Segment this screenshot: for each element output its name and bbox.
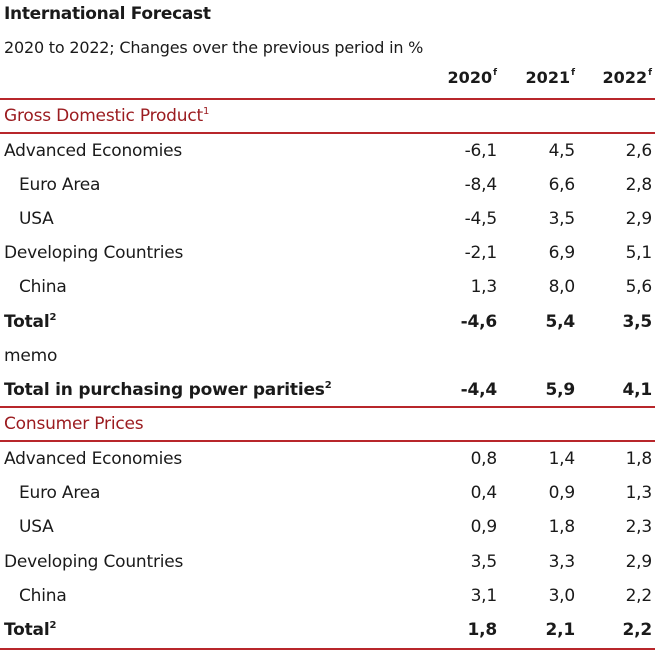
row-label: Total in purchasing power parities2	[4, 380, 332, 400]
row-label: Developing Countries	[4, 243, 184, 263]
value-2022: 2,2	[625, 586, 653, 606]
table-row-total: Total2 1,8 2,1 2,2	[0, 615, 655, 649]
value-2020: -6,1	[464, 141, 498, 161]
row-label: memo	[4, 346, 58, 366]
table-row: USA 0,9 1,8 2,3	[0, 512, 655, 546]
value-2021: 1,4	[548, 449, 576, 469]
value-2020: 0,4	[470, 483, 498, 503]
row-label: Total2	[4, 620, 57, 640]
row-label: Euro Area	[19, 483, 101, 503]
row-label: Advanced Economies	[4, 141, 183, 161]
value-2020: -2,1	[464, 243, 498, 263]
value-2021: 4,5	[548, 141, 576, 161]
value-2021: 5,4	[545, 312, 575, 332]
table-row: Advanced Economies -6,1 4,5 2,6	[0, 136, 655, 170]
row-label: China	[19, 586, 67, 606]
value-2022: 2,9	[625, 209, 653, 229]
section-heading-gdp: Gross Domestic Product1	[4, 106, 210, 126]
table-row: Euro Area -8,4 6,6 2,8	[0, 170, 655, 204]
row-label: China	[19, 277, 67, 297]
value-2020: -4,4	[460, 380, 498, 400]
row-label: Total2	[4, 312, 57, 332]
page-subtitle: 2020 to 2022; Changes over the previous …	[4, 38, 424, 57]
value-2021: 1,8	[548, 517, 576, 537]
column-header-2021: 2021f	[525, 68, 575, 87]
value-2022: 2,8	[625, 175, 653, 195]
value-2022: 1,3	[625, 483, 653, 503]
divider	[0, 406, 655, 408]
divider	[0, 440, 655, 442]
row-label: Euro Area	[19, 175, 101, 195]
value-2020: 3,1	[470, 586, 498, 606]
value-2022: 2,9	[625, 552, 653, 572]
column-header-2022: 2022f	[602, 68, 652, 87]
value-2022: 2,2	[622, 620, 652, 640]
value-2021: 3,5	[548, 209, 576, 229]
table-row: USA -4,5 3,5 2,9	[0, 204, 655, 238]
value-2020: 3,5	[470, 552, 498, 572]
table-row-total: Total2 -4,6 5,4 3,5	[0, 307, 655, 341]
table-row: Euro Area 0,4 0,9 1,3	[0, 478, 655, 512]
divider	[0, 98, 655, 100]
value-2021: 6,6	[548, 175, 576, 195]
value-2022: 5,1	[625, 243, 653, 263]
column-header-row: 2020f 2021f 2022f	[0, 64, 655, 96]
section-heading-cpi: Consumer Prices	[4, 414, 144, 434]
value-2022: 1,8	[625, 449, 653, 469]
value-2021: 0,9	[548, 483, 576, 503]
value-2020: 1,8	[467, 620, 497, 640]
value-2020: 1,3	[470, 277, 498, 297]
divider	[0, 132, 655, 134]
value-2022: 2,3	[625, 517, 653, 537]
value-2020: -4,6	[460, 312, 498, 332]
value-2022: 2,6	[625, 141, 653, 161]
value-2021: 5,9	[545, 380, 575, 400]
page-title: International Forecast	[4, 4, 211, 24]
row-label: USA	[19, 209, 54, 229]
table-row: Advanced Economies 0,8 1,4 1,8	[0, 444, 655, 478]
divider	[0, 648, 655, 650]
value-2020: 0,8	[470, 449, 498, 469]
value-2020: -4,5	[464, 209, 498, 229]
value-2022: 3,5	[622, 312, 652, 332]
table-row-total-ppp: Total in purchasing power parities2 -4,4…	[0, 375, 655, 409]
value-2022: 5,6	[625, 277, 653, 297]
row-label: USA	[19, 517, 54, 537]
value-2021: 8,0	[548, 277, 576, 297]
value-2022: 4,1	[622, 380, 652, 400]
table-row-memo: memo	[0, 341, 655, 375]
value-2020: 0,9	[470, 517, 498, 537]
value-2021: 6,9	[548, 243, 576, 263]
row-label: Advanced Economies	[4, 449, 183, 469]
table-row: China 3,1 3,0 2,2	[0, 581, 655, 615]
column-header-2020: 2020f	[447, 68, 497, 87]
value-2021: 2,1	[545, 620, 575, 640]
value-2021: 3,0	[548, 586, 576, 606]
row-label: Developing Countries	[4, 552, 184, 572]
value-2020: -8,4	[464, 175, 498, 195]
table-row: Developing Countries -2,1 6,9 5,1	[0, 238, 655, 272]
value-2021: 3,3	[548, 552, 576, 572]
table-row: China 1,3 8,0 5,6	[0, 272, 655, 306]
table-row: Developing Countries 3,5 3,3 2,9	[0, 547, 655, 581]
